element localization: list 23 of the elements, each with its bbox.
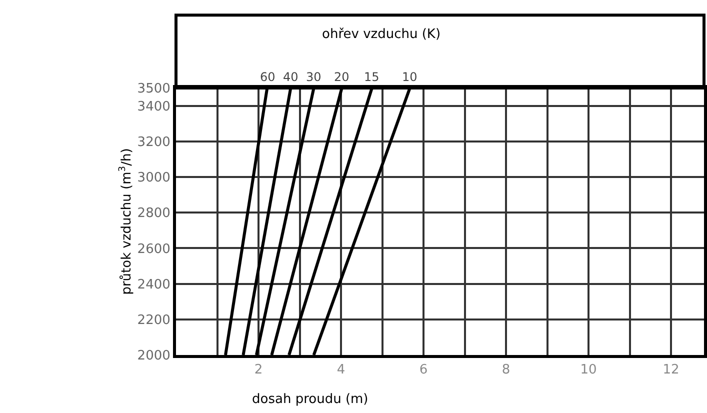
text: ohřev vzduchu (K) bbox=[322, 27, 441, 42]
series-label: 15 bbox=[364, 70, 380, 84]
x-tick-label: 4 bbox=[336, 362, 346, 378]
y-tick-label: 3400 bbox=[137, 99, 170, 114]
y-tick-label: 3200 bbox=[137, 134, 170, 150]
y-tick-label: 2200 bbox=[137, 312, 170, 328]
series-label: 30 bbox=[306, 70, 322, 84]
x-tick-label: 10 bbox=[580, 362, 597, 378]
x-tick-label: 6 bbox=[419, 362, 428, 378]
y-tick-label: 3000 bbox=[137, 170, 170, 186]
x-tick-label: 8 bbox=[502, 362, 510, 378]
y-tick-label: 2800 bbox=[137, 206, 170, 222]
series-label: 20 bbox=[334, 70, 350, 84]
series-label: 10 bbox=[402, 70, 418, 84]
y-tick-label: 2400 bbox=[137, 277, 170, 292]
y-tick-label: 2600 bbox=[137, 242, 170, 257]
y-tick-label: 3500 bbox=[137, 82, 170, 97]
y-tick-label: 2000 bbox=[137, 348, 170, 364]
x-tick-label: 2 bbox=[254, 362, 263, 378]
series-label: 40 bbox=[283, 70, 298, 84]
series-label: 60 bbox=[260, 70, 276, 84]
x-axis-title: dosah proudu (m) bbox=[252, 392, 368, 407]
x-tick-label: 12 bbox=[662, 362, 680, 378]
